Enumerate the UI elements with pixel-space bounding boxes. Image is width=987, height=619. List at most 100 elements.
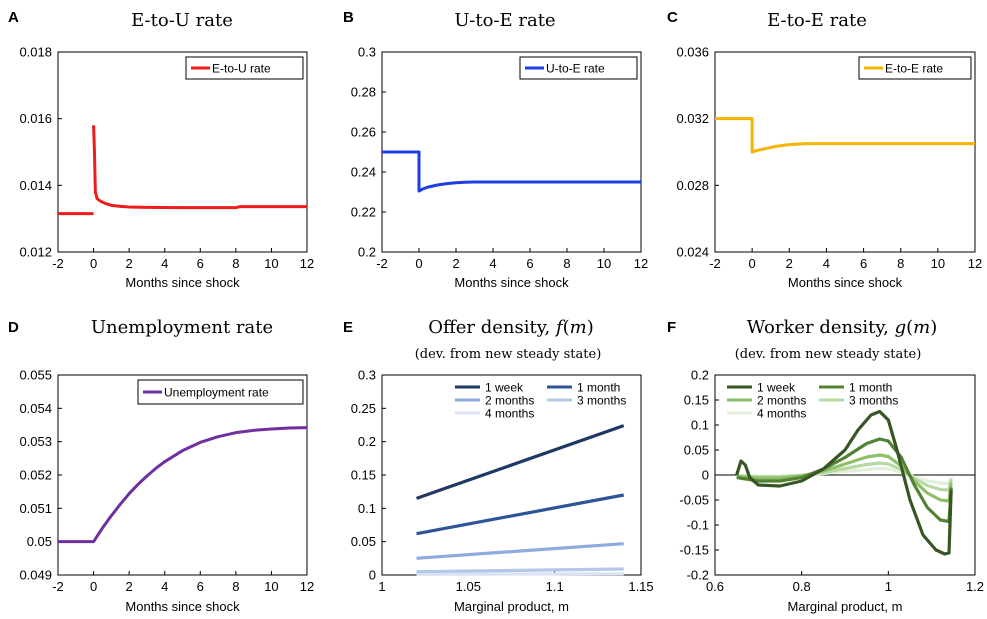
- x-tick-label: 6: [860, 256, 867, 271]
- panel-title: E-to-E rate: [767, 10, 867, 31]
- y-tick-label: 0.05: [27, 534, 52, 549]
- y-tick-label: 0.055: [19, 368, 52, 383]
- y-tick-label: 0.1: [691, 418, 709, 433]
- panel-subtitle: (dev. from new steady state): [735, 347, 922, 362]
- y-tick-label: 0.28: [351, 85, 376, 100]
- y-tick-label: 0.053: [19, 434, 52, 449]
- panel-letter: A: [8, 9, 19, 26]
- panel-e: E Offer density, f(m) (dev. from new stead…: [343, 317, 654, 614]
- y-tick-label: 0.24: [351, 165, 376, 180]
- y-tick-label: 0.012: [19, 245, 52, 260]
- x-axis-label: Months since shock: [125, 599, 240, 614]
- plot-frame: [381, 51, 642, 253]
- x-tick-label: 4: [161, 579, 168, 594]
- panel-b: B U-to-E rate 0.2 0.22 0.24 0.26 0.28 0.3 -2 0 2 4 6…: [343, 9, 648, 290]
- x-tick-label: 1: [378, 579, 385, 594]
- y-tick-label: 0.014: [19, 178, 52, 193]
- plot-frame: [57, 374, 308, 576]
- x-tick-label: 8: [563, 256, 570, 271]
- legend-box: [137, 379, 304, 405]
- series-line-2-months: [736, 453, 953, 503]
- x-tick-label: 10: [931, 256, 945, 271]
- panel-c: C E-to-E rate 0.024 0.028 0.032 0.036 -2 0 2 4 6 8 1…: [667, 9, 982, 290]
- y-tick-label: 0.3: [358, 45, 376, 60]
- x-tick-label: 8: [232, 579, 239, 594]
- x-tick-label: 0: [415, 256, 422, 271]
- y-tick-label: 0.028: [676, 178, 709, 193]
- panel-letter: E: [343, 319, 353, 336]
- x-tick-label: 2: [126, 579, 133, 594]
- x-axis-label: Months since shock: [125, 275, 240, 290]
- panel-a: A E-to-U rate 0.012 0.014 0.016 0.018 -2 0 2 4 6 8 1…: [8, 9, 314, 290]
- y-tick-label: 0.3: [358, 368, 376, 383]
- series-line-1-month: [416, 493, 625, 536]
- y-tick-label: 0.032: [676, 111, 709, 126]
- legend-label: 3 months: [577, 394, 626, 408]
- legend: 1 week 1 month 2 months 3 months 4 months: [727, 381, 898, 421]
- legend: 1 week 1 month 2 months 3 months 4 months: [455, 381, 626, 421]
- legend-label: E-to-U rate: [212, 62, 271, 76]
- y-tick-label: -0.15: [679, 543, 709, 558]
- y-tick-label: 0.2: [358, 245, 376, 260]
- panel-title: E-to-U rate: [131, 10, 233, 31]
- legend-label: 4 months: [757, 407, 806, 421]
- panel-f: F Worker density, g(m) (dev. from new stea…: [667, 317, 984, 614]
- x-tick-label: 10: [264, 256, 278, 271]
- series-line-u-to-e-rate: [382, 150, 641, 193]
- y-tick-label: 0.054: [19, 401, 52, 416]
- x-tick-label: 12: [634, 256, 648, 271]
- y-tick-label: 0.15: [684, 393, 709, 408]
- x-tick-label: 1.1: [546, 579, 564, 594]
- x-tick-label: 12: [300, 256, 314, 271]
- legend-label: 4 months: [485, 407, 534, 421]
- y-tick-label: 0.2: [691, 368, 709, 383]
- series-line-unemployment-rate: [58, 426, 308, 544]
- series-line-1-month: [736, 437, 953, 524]
- x-tick-label: 12: [300, 579, 314, 594]
- x-tick-label: 2: [452, 256, 459, 271]
- legend-box: [519, 56, 638, 80]
- y-tick-label: 0.018: [19, 45, 52, 60]
- legend: U-to-E rate: [519, 56, 638, 80]
- y-tick-label: 0: [702, 468, 709, 483]
- x-tick-label: 1.15: [628, 579, 653, 594]
- x-tick-label: 12: [968, 256, 982, 271]
- legend-label: 1 month: [849, 381, 892, 395]
- plot-frame: [57, 51, 308, 253]
- x-tick-label: 0.8: [793, 579, 811, 594]
- legend-label: E-to-E rate: [885, 62, 943, 76]
- y-tick-label: 0.05: [351, 534, 376, 549]
- legend-label: 1 month: [577, 381, 620, 395]
- legend: E-to-E rate: [858, 56, 972, 80]
- x-tick-label: 4: [823, 256, 830, 271]
- x-axis-label: Months since shock: [788, 275, 903, 290]
- x-tick-label: 1.2: [966, 579, 984, 594]
- x-tick-label: -2: [709, 256, 721, 271]
- series-line-2-months: [416, 542, 624, 560]
- y-tick-label: -0.05: [679, 493, 709, 508]
- plot-frame: [714, 51, 976, 253]
- x-tick-label: 1.05: [456, 579, 481, 594]
- series-line-e-to-e-rate: [715, 117, 975, 154]
- y-tick-label: 0: [369, 568, 376, 583]
- x-tick-label: 0.6: [706, 579, 724, 594]
- x-tick-label: 6: [526, 256, 533, 271]
- panel-title: Offer density, f(m): [428, 317, 594, 338]
- x-tick-label: -2: [376, 256, 388, 271]
- x-axis-label: Marginal product, m: [788, 599, 903, 614]
- panel-d: D Unemployment rate 0.049 0.05 0.051 0.052 0.0…: [8, 317, 314, 614]
- legend-label: 2 months: [757, 394, 806, 408]
- legend-label: U-to-E rate: [546, 62, 605, 76]
- x-axis-label: Marginal product, m: [454, 599, 569, 614]
- panel-letter: C: [667, 9, 678, 26]
- x-tick-label: 4: [161, 256, 168, 271]
- x-tick-label: 8: [897, 256, 904, 271]
- y-tick-label: 0.016: [19, 111, 52, 126]
- x-tick-label: -2: [52, 256, 64, 271]
- legend-label: 3 months: [849, 394, 898, 408]
- series-line-1-week: [735, 409, 953, 556]
- x-tick-label: 0: [749, 256, 756, 271]
- legend: E-to-U rate: [185, 56, 304, 80]
- y-tick-label: 0.15: [351, 468, 376, 483]
